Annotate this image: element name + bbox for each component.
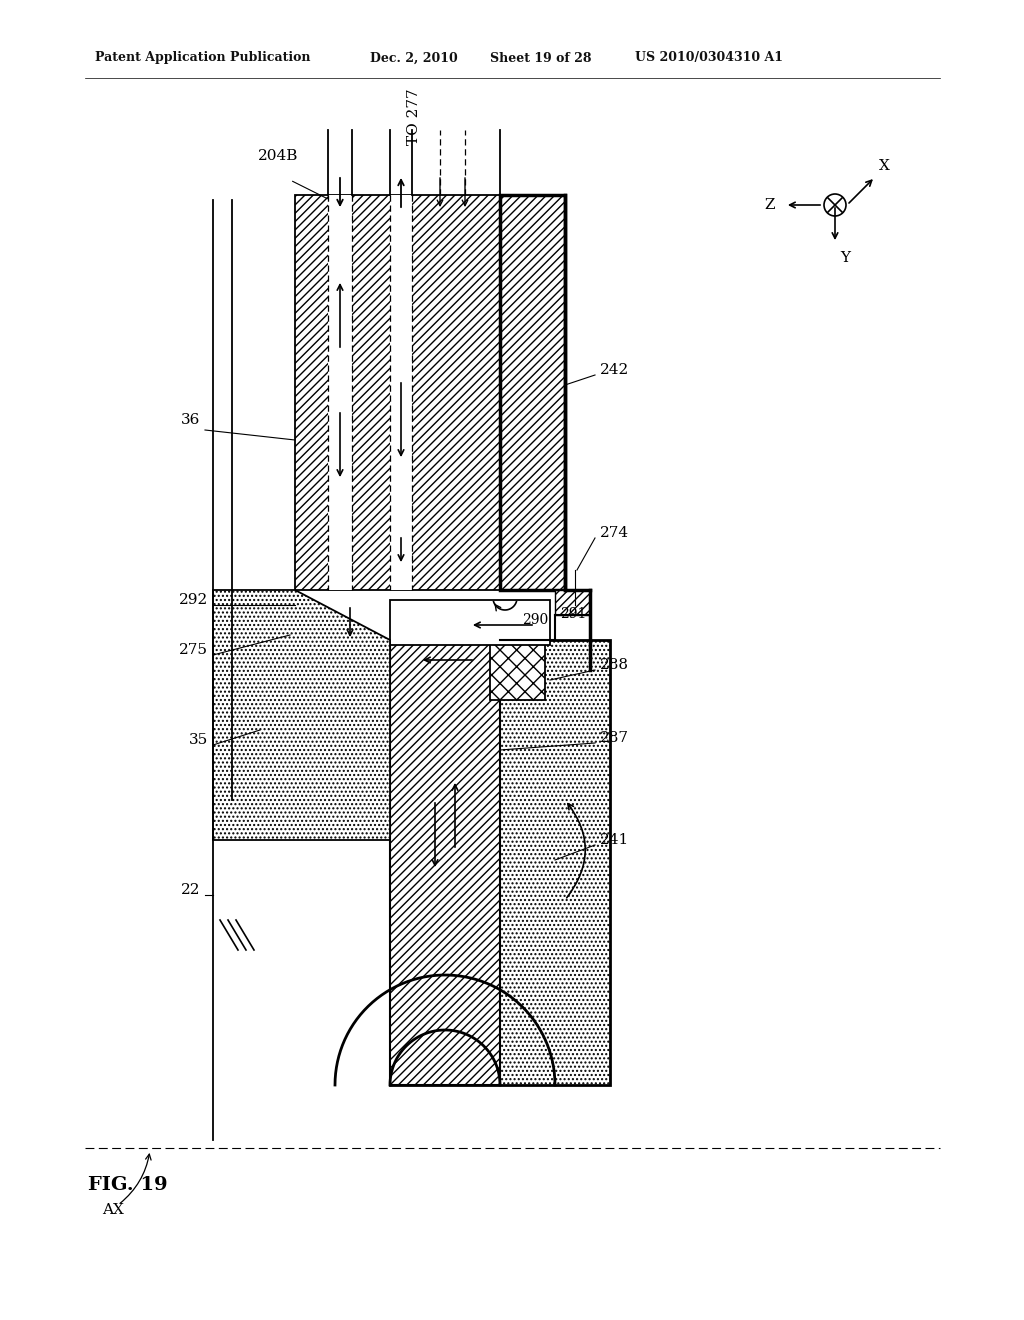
- Text: US 2010/0304310 A1: US 2010/0304310 A1: [635, 51, 783, 65]
- Text: 274: 274: [600, 525, 629, 540]
- Text: Z: Z: [765, 198, 775, 213]
- Text: Patent Application Publication: Patent Application Publication: [95, 51, 310, 65]
- Text: 204B: 204B: [258, 149, 298, 162]
- Bar: [390, 601, 550, 645]
- Bar: [328, 195, 352, 590]
- Text: 290: 290: [522, 612, 548, 627]
- Text: Dec. 2, 2010: Dec. 2, 2010: [370, 51, 458, 65]
- Bar: [555, 590, 590, 615]
- Text: 288: 288: [600, 657, 629, 672]
- Bar: [390, 640, 500, 1085]
- Text: Sheet 19 of 28: Sheet 19 of 28: [490, 51, 592, 65]
- Text: 242: 242: [600, 363, 630, 378]
- Text: 291: 291: [560, 607, 587, 620]
- Polygon shape: [213, 590, 390, 840]
- Text: Y: Y: [840, 251, 850, 265]
- Text: TO 277: TO 277: [407, 88, 421, 145]
- Bar: [500, 195, 565, 590]
- Text: 36: 36: [180, 413, 200, 426]
- Text: AX: AX: [102, 1203, 124, 1217]
- Text: 22: 22: [180, 883, 200, 898]
- Bar: [490, 640, 545, 700]
- Text: 275: 275: [179, 643, 208, 657]
- Bar: [390, 640, 610, 1085]
- Text: 241: 241: [600, 833, 630, 847]
- Text: 35: 35: [188, 733, 208, 747]
- Text: 287: 287: [600, 731, 629, 744]
- Bar: [295, 195, 500, 590]
- Bar: [390, 195, 412, 590]
- Text: FIG. 19: FIG. 19: [88, 1176, 168, 1195]
- Text: X: X: [879, 158, 890, 173]
- Text: 292: 292: [179, 593, 208, 607]
